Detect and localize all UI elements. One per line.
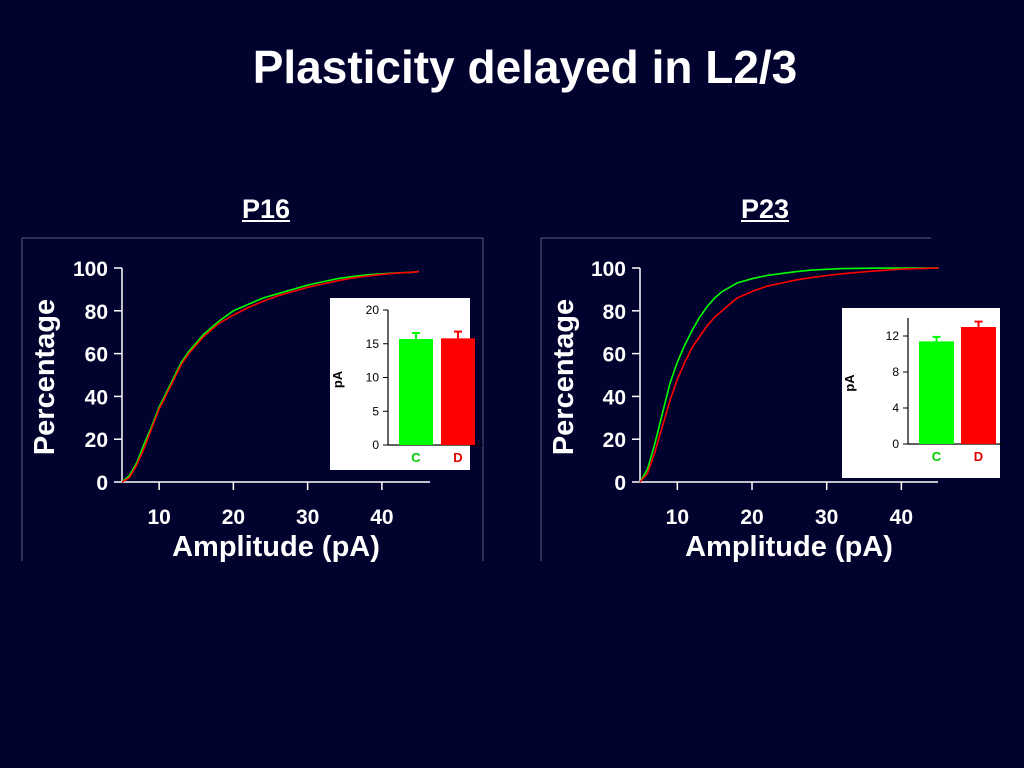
inset2-category-label: C <box>932 449 942 464</box>
chart2-series-line-deprived <box>639 267 939 483</box>
inset1-y-axis-label: pA <box>330 370 345 388</box>
inset1-bar-c <box>399 339 433 445</box>
chart1-y-tick-label: 0 <box>96 472 108 495</box>
chart2-x-tick-label: 10 <box>666 506 689 529</box>
inset2-y-tick-label: 0 <box>892 437 899 451</box>
chart2-y-tick-label: 60 <box>603 344 626 367</box>
chart2-x-tick-label: 40 <box>890 506 913 529</box>
panel-title-p23: P23 <box>741 194 790 224</box>
chart2-y-tick-label: 20 <box>603 429 626 452</box>
inset1-y-tick-label: 5 <box>372 404 379 418</box>
panel-title-p16: P16 <box>242 194 291 224</box>
chart2-y-tick-label: 40 <box>603 386 626 409</box>
chart1-y-tick-label: 80 <box>85 301 108 324</box>
inset2-bar-d <box>961 327 996 444</box>
chart2-y-axis-label: Percentage <box>548 299 580 455</box>
inset1-category-label: C <box>411 450 421 465</box>
inset1-bar-d <box>441 338 475 445</box>
inset1-y-tick-label: 15 <box>366 337 380 351</box>
chart1-y-tick-label: 20 <box>85 429 108 452</box>
chart2-x-tick-label: 30 <box>815 506 838 529</box>
chart1-y-axis-label: Percentage <box>29 299 61 455</box>
chart2-y-tick-label: 100 <box>591 258 626 281</box>
inset2-panel: 0 4 8 12 pA C D <box>842 308 1004 478</box>
inset1-y-tick-label: 10 <box>366 371 380 385</box>
chart1-y-tick-label: 100 <box>73 258 108 281</box>
chart2-series-line-control <box>639 267 939 483</box>
inset1-panel: 0 5 10 15 20 pA C D <box>330 298 483 470</box>
chart1-x-tick-label: 20 <box>222 506 245 529</box>
chart2-y-tick-label: 80 <box>603 301 626 324</box>
chart1-x-axis-label: Amplitude (pA) <box>172 531 380 563</box>
inset1-y-tick-label: 20 <box>366 303 380 317</box>
chart1-y-tick-label: 40 <box>85 386 108 409</box>
chart2-x-axis-label: Amplitude (pA) <box>685 531 893 563</box>
slide-title: Plasticity delayed in L2/3 <box>252 41 798 93</box>
inset2-y-tick-label: 8 <box>892 365 899 379</box>
inset1-y-tick-label: 0 <box>372 438 379 452</box>
chart1-x-tick-label: 30 <box>296 506 319 529</box>
inset2-y-axis-label: pA <box>842 374 857 392</box>
inset2-category-label: D <box>974 449 983 464</box>
inset2-y-tick-label: 12 <box>886 329 900 343</box>
chart2-y-tick-label: 0 <box>614 472 626 495</box>
chart1-y-tick-label: 60 <box>85 344 108 367</box>
inset2-y-tick-label: 4 <box>892 401 899 415</box>
chart1-series-line-deprived <box>121 270 420 483</box>
chart2-x-tick-label: 20 <box>740 506 763 529</box>
chart1-x-tick-label: 10 <box>147 506 170 529</box>
chart1-x-tick-label: 40 <box>370 506 393 529</box>
inset1-category-label: D <box>453 450 462 465</box>
inset2-bar-c <box>919 341 954 444</box>
